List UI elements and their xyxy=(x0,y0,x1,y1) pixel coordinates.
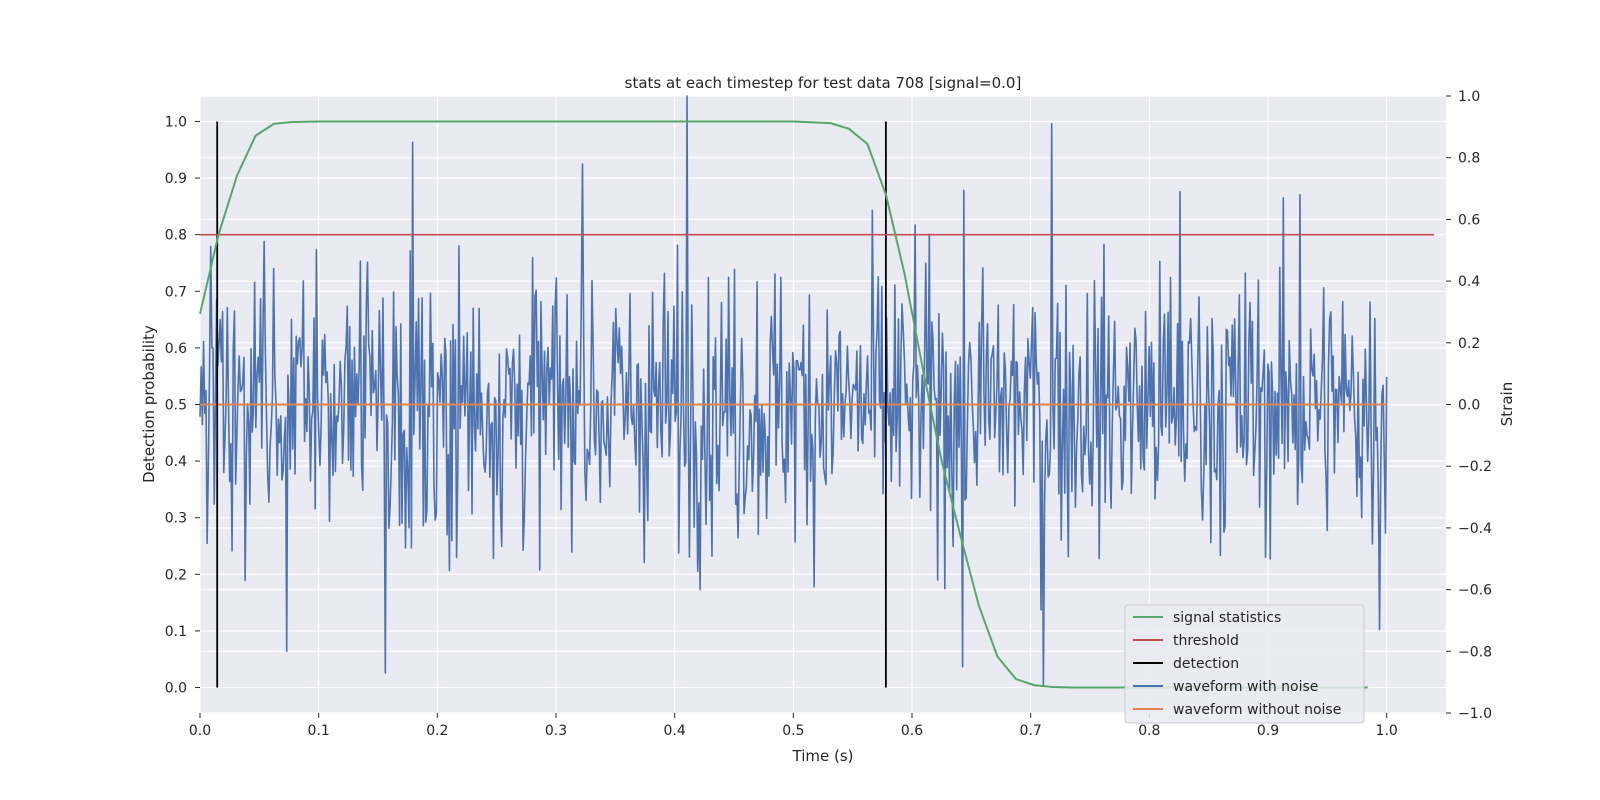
series-layer xyxy=(199,95,1435,689)
y-right-tick-label: 0.8 xyxy=(1458,151,1480,167)
y-left-tick-label: 0.8 xyxy=(165,228,187,244)
x-tick-label: 1.0 xyxy=(1376,723,1398,739)
y-left-tick-label: 0.3 xyxy=(165,511,187,527)
chart-title: stats at each timestep for test data 708… xyxy=(625,74,1022,92)
legend-label: detection xyxy=(1173,656,1239,672)
x-tick-label: 0.6 xyxy=(901,723,923,739)
y-right-tick-label: 0.2 xyxy=(1458,336,1480,352)
x-tick-label: 0.2 xyxy=(426,723,448,739)
x-tick-label: 0.1 xyxy=(308,723,330,739)
y-right-tick-label: −0.8 xyxy=(1458,644,1492,660)
y-left-tick-label: 1.0 xyxy=(165,114,187,130)
y-right-tick-label: 0.4 xyxy=(1458,274,1480,290)
legend-label: threshold xyxy=(1173,633,1239,649)
x-tick-label: 0.8 xyxy=(1138,723,1160,739)
y-axis-right-title: Strain xyxy=(1498,382,1516,426)
series-waveform-with-noise xyxy=(199,95,1388,687)
y-left-tick-label: 0.1 xyxy=(165,624,187,640)
y-left-tick-label: 0.7 xyxy=(165,284,187,300)
x-axis-title: Time (s) xyxy=(792,747,854,765)
y-left-tick-label: 0.9 xyxy=(165,171,187,187)
series-signal-statistics xyxy=(199,120,1368,689)
y-left-tick-label: 0.2 xyxy=(165,567,187,583)
y-right-tick-label: 0.6 xyxy=(1458,212,1480,228)
y-left-tick-label: 0.6 xyxy=(165,341,187,357)
ticks: 0.0 0.1 0.2 0.3 0.4 0.5 0.6 0.7 0.8 0.9 1.0 0.0 0.1 0… xyxy=(165,89,1492,739)
x-tick-label: 0.0 xyxy=(189,723,211,739)
y-left-tick-label: 0.0 xyxy=(165,681,187,697)
y-right-tick-label: −0.4 xyxy=(1458,521,1492,537)
y-left-tick-label: 0.4 xyxy=(165,454,187,470)
y-axis-left-title: Detection probability xyxy=(140,325,158,483)
x-tick-label: 0.4 xyxy=(664,723,686,739)
y-right-tick-label: 0.0 xyxy=(1458,398,1480,414)
y-right-tick-label: −0.2 xyxy=(1458,459,1492,475)
legend-label: signal statistics xyxy=(1173,610,1281,626)
legend: signal statistics threshold detection wavef… xyxy=(1124,604,1365,724)
x-tick-label: 0.9 xyxy=(1257,723,1279,739)
y-left-tick-label: 0.5 xyxy=(165,398,187,414)
y-right-tick-label: −1.0 xyxy=(1458,706,1492,722)
y-right-tick-label: 1.0 xyxy=(1458,89,1480,105)
legend-box xyxy=(1124,604,1365,724)
legend-label: waveform with noise xyxy=(1173,679,1318,695)
x-tick-label: 0.5 xyxy=(782,723,804,739)
x-tick-label: 0.3 xyxy=(545,723,567,739)
x-tick-label: 0.7 xyxy=(1020,723,1042,739)
y-right-tick-label: −0.6 xyxy=(1458,583,1492,599)
legend-label: waveform without noise xyxy=(1173,702,1341,718)
